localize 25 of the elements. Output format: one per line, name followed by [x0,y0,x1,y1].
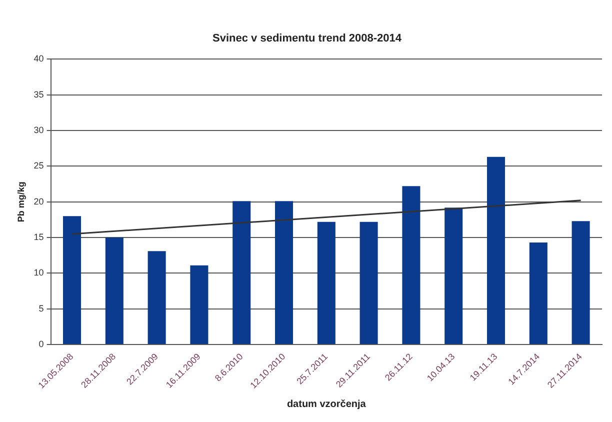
bar [190,265,208,344]
y-axis-title: Pb mg/kg [16,182,26,222]
y-tick-label: 30 [34,125,44,136]
y-tick-label: 0 [38,338,44,349]
bar [360,222,378,344]
bar [105,238,124,344]
y-tick-label: 10 [34,268,44,278]
bar [402,186,420,344]
chart-title: Svinec v sedimentu trend 2008-2014 [212,32,402,45]
bar [486,156,506,344]
bar [274,201,294,344]
y-tick-label: 40 [34,54,44,64]
y-tick-label: 35 [34,89,44,100]
bar [63,216,82,344]
bar [444,208,463,344]
y-tick-label: 25 [34,160,44,171]
bar [148,251,166,344]
bar [232,201,251,344]
y-tick-label: 5 [38,303,44,314]
y-tick-label: 15 [34,232,44,242]
bar [317,222,336,344]
bar [572,221,590,344]
x-axis-title: datum vzorčenja [286,398,366,410]
y-tick-label: 20 [34,196,44,206]
bar [529,242,548,344]
